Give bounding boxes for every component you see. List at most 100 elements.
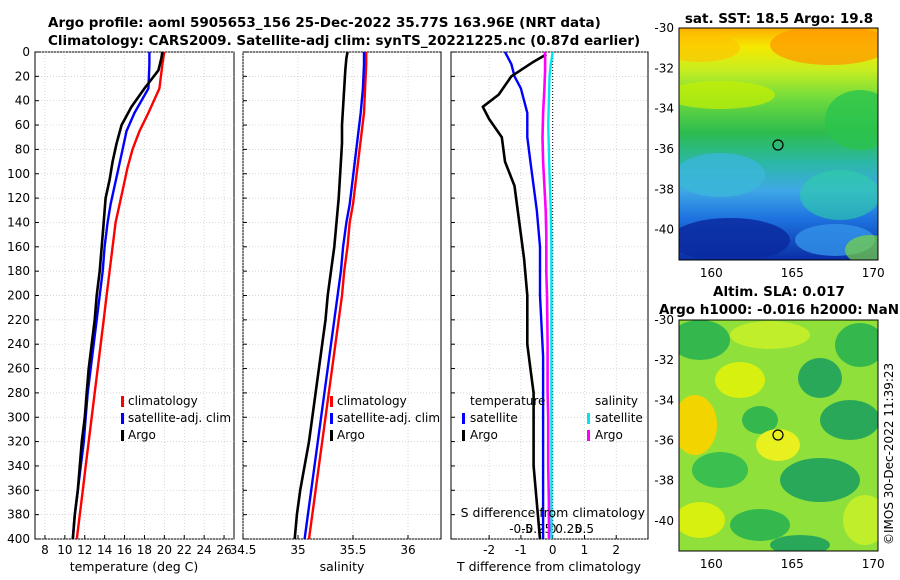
sst-lat-tick-label: -38 [654, 182, 674, 196]
temperature-x-tick-label: 18 [137, 543, 152, 557]
temperature-x-tick-label: 16 [117, 543, 132, 557]
salinity-x-tick-label: 35.5 [340, 543, 367, 557]
sla-lat-tick-label: -36 [654, 434, 674, 448]
depth-tick-label: 180 [7, 264, 30, 278]
legend-temperature-title: temperature [470, 394, 545, 408]
temperature-x-tick-label: 20 [157, 543, 172, 557]
depth-tick-label: 0 [22, 45, 30, 59]
legend-swatch-t-satellite [462, 413, 465, 424]
difference-legend: temperature satellite Argo salinity sate… [462, 394, 643, 442]
depth-tick-label: 140 [7, 215, 30, 229]
sla-lat-tick-label: -38 [654, 474, 674, 488]
temperature-x-tick-label: 14 [97, 543, 112, 557]
depth-tick-label: 220 [7, 313, 30, 327]
s-diff-tick-label: 0.5 [575, 522, 594, 536]
legend-salinity-title: salinity [595, 394, 638, 408]
sla-argo-location-marker [772, 429, 784, 441]
series-climatology [307, 52, 368, 540]
sla-map-title-1: Altim. SLA: 0.017 [713, 284, 845, 300]
temperature-x-tick-label: 22 [177, 543, 192, 557]
series-salinity-satellite [547, 51, 554, 539]
legend-climatology: climatology [128, 394, 198, 408]
legend-swatch-argo [121, 430, 124, 441]
legend-s-satellite: satellite [595, 411, 643, 425]
temperature-x-tick-label: 10 [57, 543, 72, 557]
profile-lines [71, 51, 554, 540]
depth-tick-label: 340 [7, 459, 30, 473]
s-diff-tick-label: -0.25 [521, 522, 552, 536]
sst-lon-tick-label: 165 [781, 266, 804, 280]
legend-t-argo: Argo [470, 428, 498, 442]
difference-x-tick-label: -2 [483, 543, 495, 557]
depth-tick-label: 20 [15, 69, 30, 83]
legend-swatch-argo [330, 430, 333, 441]
depth-tick-label: 80 [15, 142, 30, 156]
legend-t-satellite: satellite [470, 411, 518, 425]
temperature-x-tick-label: 24 [197, 543, 212, 557]
sst-map [679, 28, 878, 260]
sla-lat-tick-label: -34 [654, 393, 674, 407]
difference-x-tick-label: -1 [515, 543, 527, 557]
sst-argo-location-marker [772, 139, 784, 151]
legend-swatch-climatology [121, 396, 124, 407]
imos-credit: ©IMOS 30-Dec-2022 11:39:23 [882, 363, 896, 545]
sst-lat-tick-label: -30 [654, 21, 674, 35]
legend-swatch-s-argo [587, 430, 590, 441]
temperature-x-tick-label: 26 [216, 543, 231, 557]
series-temperature-argo [481, 53, 547, 540]
legend-swatch-s-satellite [587, 413, 590, 424]
s-difference-label: S difference from climatology [461, 505, 646, 520]
sst-lat-tick-label: -32 [654, 61, 674, 75]
salinity-xlabel: salinity [320, 559, 365, 574]
series-argo [71, 51, 164, 540]
depth-tick-label: 240 [7, 337, 30, 351]
series-climatology [75, 51, 166, 540]
temperature-x-tick-label: 8 [41, 543, 49, 557]
depth-tick-label: 280 [7, 386, 30, 400]
sla-map-title-2: Argo h1000: -0.016 h2000: NaN [659, 302, 899, 318]
depth-tick-label: 100 [7, 167, 30, 181]
legend-satellite: satellite-adj. clim [128, 411, 231, 425]
sla-lon-tick-label: 170 [862, 557, 885, 571]
s-diff-tick-label: -0.5 [509, 522, 532, 536]
temperature-legend: climatology satellite-adj. clim Argo [121, 394, 231, 442]
legend-argo: Argo [128, 428, 156, 442]
difference-x-tick-label: 1 [581, 543, 589, 557]
gridlines [35, 51, 648, 540]
sla-lat-tick-label: -30 [654, 313, 674, 327]
salinity-x-tick-label: 36 [400, 543, 415, 557]
depth-tick-label: 360 [7, 483, 30, 497]
salinity-x-tick-label: 34.5 [230, 543, 257, 557]
difference-x-tick-label: 0 [549, 543, 557, 557]
axis-ticks: 0204060801001201401601802002202402602803… [7, 21, 885, 571]
depth-tick-label: 400 [7, 532, 30, 546]
title-line-2: Climatology: CARS2009. Satellite-adj cli… [48, 33, 640, 49]
sst-lon-tick-label: 170 [862, 266, 885, 280]
difference-x-tick-label: 2 [612, 543, 620, 557]
series-temperature-satellite [503, 51, 545, 539]
legend-swatch-satellite [121, 413, 124, 424]
depth-tick-label: 60 [15, 118, 30, 132]
sst-lon-tick-label: 160 [700, 266, 723, 280]
sst-map-frame [678, 27, 879, 261]
depth-tick-label: 160 [7, 240, 30, 254]
depth-tick-label: 320 [7, 435, 30, 449]
sst-lat-tick-label: -34 [654, 102, 674, 116]
title-line-1: Argo profile: aoml 5905653_156 25-Dec-20… [48, 15, 601, 31]
legend-satellite: satellite-adj. clim [337, 411, 440, 425]
salinity-legend: climatology satellite-adj. clim Argo [330, 394, 440, 442]
sst-lat-tick-label: -40 [654, 223, 674, 237]
legend-swatch-t-argo [462, 430, 465, 441]
legend-argo: Argo [337, 428, 365, 442]
sst-map-title: sat. SST: 18.5 Argo: 19.8 [685, 11, 873, 27]
sla-map [679, 320, 878, 551]
depth-tick-label: 260 [7, 362, 30, 376]
series-salinity-argo [541, 52, 551, 539]
temperature-x-tick-label: 12 [77, 543, 92, 557]
s-diff-tick-label: 0 [549, 522, 557, 536]
sla-lat-tick-label: -32 [654, 353, 674, 367]
sla-lat-tick-label: -40 [654, 514, 674, 528]
legend-climatology: climatology [337, 394, 407, 408]
s-diff-tick-label: 0.25 [555, 522, 582, 536]
